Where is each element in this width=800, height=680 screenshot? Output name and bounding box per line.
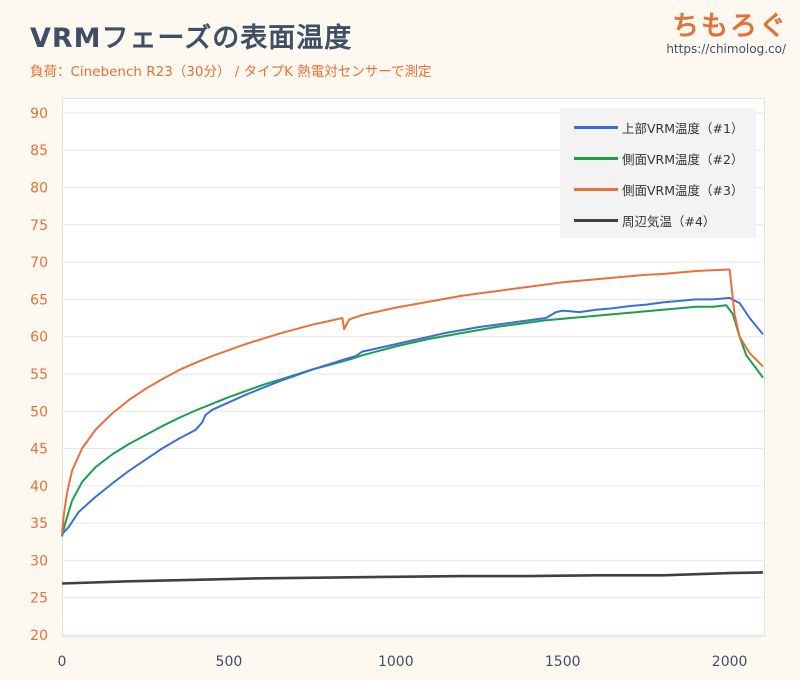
legend-label-3: 側面VRM温度（#3）	[622, 182, 744, 198]
series-lines	[61, 268, 764, 585]
gridlines	[62, 112, 763, 636]
y-tick-label-35: 35	[30, 516, 48, 532]
y-tick-label-60: 60	[30, 330, 48, 346]
y-tick-label-75: 75	[30, 218, 48, 234]
series-line-2	[61, 304, 764, 537]
x-tick-label-1000: 1000	[378, 654, 414, 670]
chart-subtitle: 負荷：Cinebench R23（30分） / タイプK 熱電対センサーで測定	[30, 64, 432, 80]
legend-label-1: 上部VRM温度（#1）	[622, 120, 744, 136]
legend-item-2: 側面VRM温度（#2）	[574, 148, 743, 168]
legend-label-2: 側面VRM温度（#2）	[622, 151, 744, 167]
brand-url: https://chimolog.co/	[666, 42, 786, 56]
y-tick-label-90: 90	[30, 106, 48, 122]
y-tick-label-70: 70	[30, 255, 48, 271]
series-line-1	[61, 296, 764, 535]
x-tick-label-0: 0	[58, 654, 67, 670]
legend-item-3: 側面VRM温度（#3）	[574, 179, 743, 199]
brand-logo: ちもろぐ	[672, 11, 788, 42]
x-tick-label-500: 500	[216, 654, 243, 670]
legend-label-4: 周辺気温（#4）	[622, 213, 716, 229]
legend-item-1: 上部VRM温度（#1）	[574, 117, 743, 137]
y-tick-label-25: 25	[30, 591, 48, 607]
y-tick-label-20: 20	[30, 628, 48, 644]
y-tick-label-80: 80	[30, 181, 48, 197]
y-tick-label-30: 30	[30, 553, 48, 569]
legend: 上部VRM温度（#1） 側面VRM温度（#2） 側面VRM温度（#3） 周辺気温（#4…	[560, 108, 756, 238]
series-line-4	[61, 571, 764, 585]
x-tick-label-2000: 2000	[712, 654, 748, 670]
x-tick-label-1500: 1500	[545, 654, 581, 670]
y-tick-label-40: 40	[30, 479, 48, 495]
legend-item-4: 周辺気温（#4）	[574, 210, 715, 230]
legend-swatch-4	[574, 218, 618, 222]
y-axis-ticks: 20 25 30 35 40 45 50 55 60 65 70 75 80 85 90	[30, 106, 48, 644]
y-tick-label-85: 85	[30, 143, 48, 159]
legend-swatch-2	[574, 156, 618, 160]
series-line-3	[61, 268, 764, 535]
chart-title: VRMフェーズの表面温度	[30, 23, 353, 54]
y-tick-label-50: 50	[30, 404, 48, 420]
y-tick-label-45: 45	[30, 442, 48, 458]
y-tick-label-55: 55	[30, 367, 48, 383]
legend-swatch-3	[574, 187, 618, 191]
x-axis-ticks: 0 500 1000 1500 2000	[58, 654, 748, 670]
y-tick-label-65: 65	[30, 292, 48, 308]
legend-swatch-1	[574, 125, 618, 129]
